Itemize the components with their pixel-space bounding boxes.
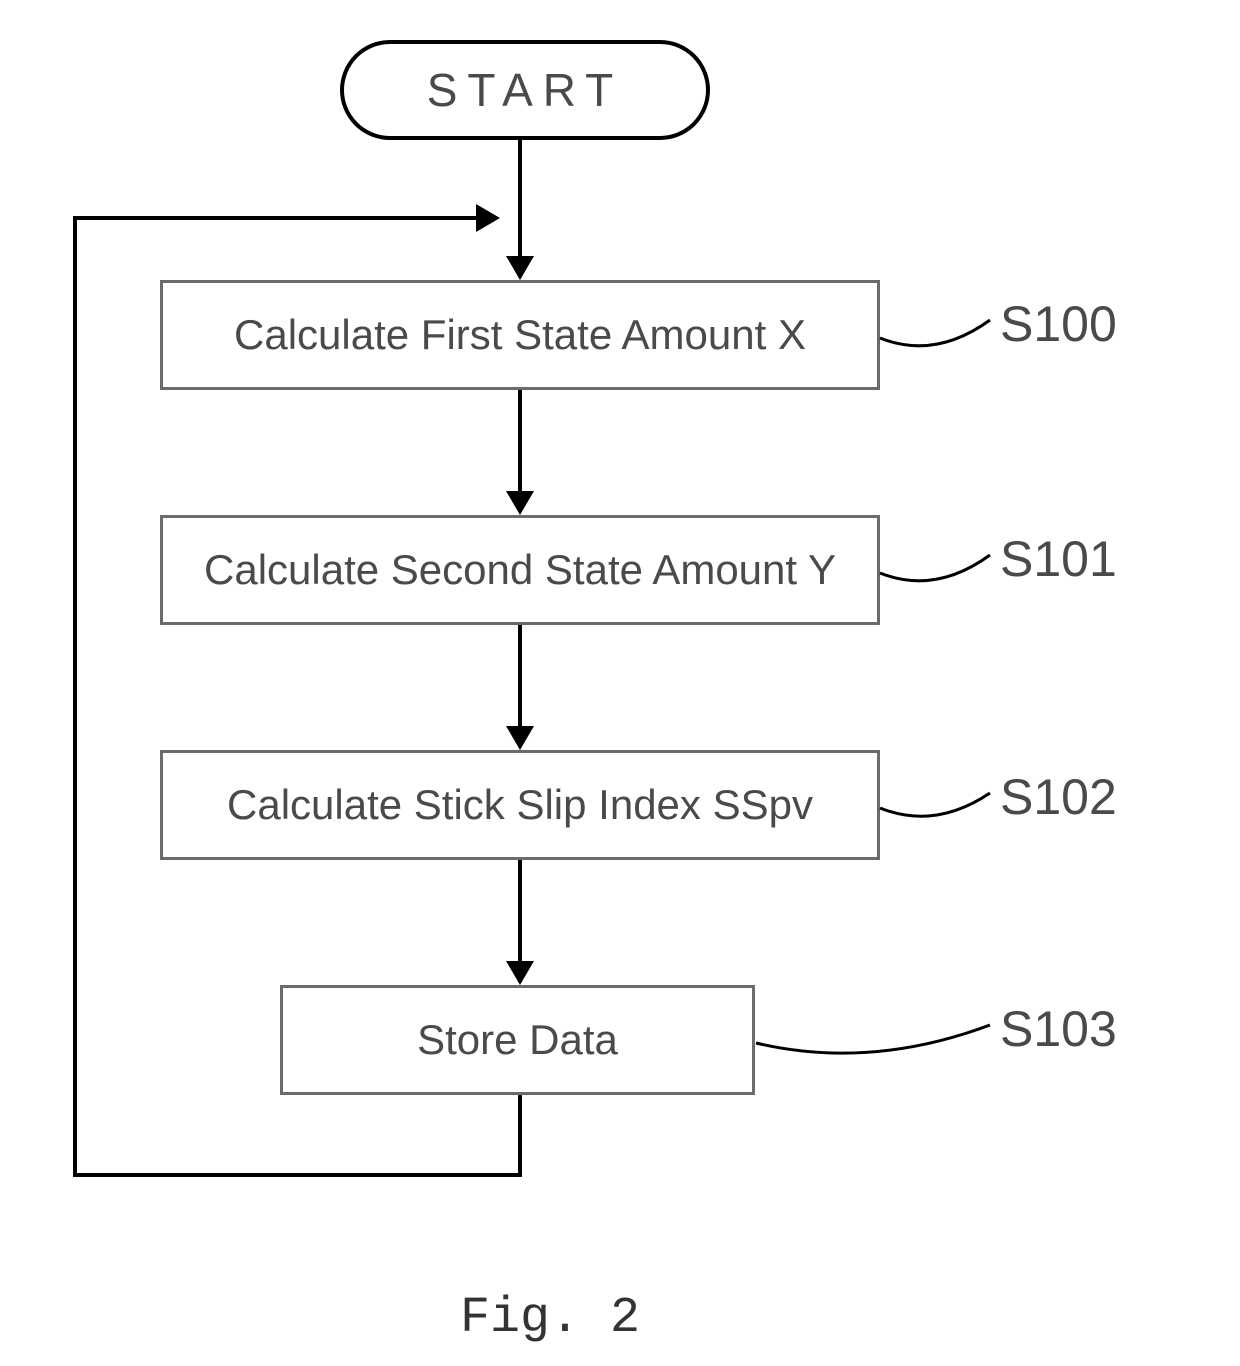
process-label-s103: Store Data — [417, 1016, 618, 1064]
process-label-s100: Calculate First State Amount X — [234, 311, 806, 359]
process-box-s100: Calculate First State Amount X — [160, 280, 880, 390]
process-label-s102: Calculate Stick Slip Index SSpv — [227, 781, 813, 829]
process-box-s102: Calculate Stick Slip Index SSpv — [160, 750, 880, 860]
connector-svg — [0, 0, 1240, 1366]
step-ref-s100: S100 — [1000, 295, 1117, 353]
step-ref-s103: S103 — [1000, 1000, 1117, 1058]
process-label-s101: Calculate Second State Amount Y — [204, 546, 836, 594]
step-ref-s102: S102 — [1000, 768, 1117, 826]
start-label: START — [427, 63, 624, 117]
process-box-s101: Calculate Second State Amount Y — [160, 515, 880, 625]
step-ref-s101: S101 — [1000, 530, 1117, 588]
process-box-s103: Store Data — [280, 985, 755, 1095]
flowchart-container: START Calculate First State Amount X Cal… — [0, 0, 1240, 1366]
start-box: START — [340, 40, 710, 140]
figure-caption: Fig. 2 — [460, 1290, 640, 1347]
